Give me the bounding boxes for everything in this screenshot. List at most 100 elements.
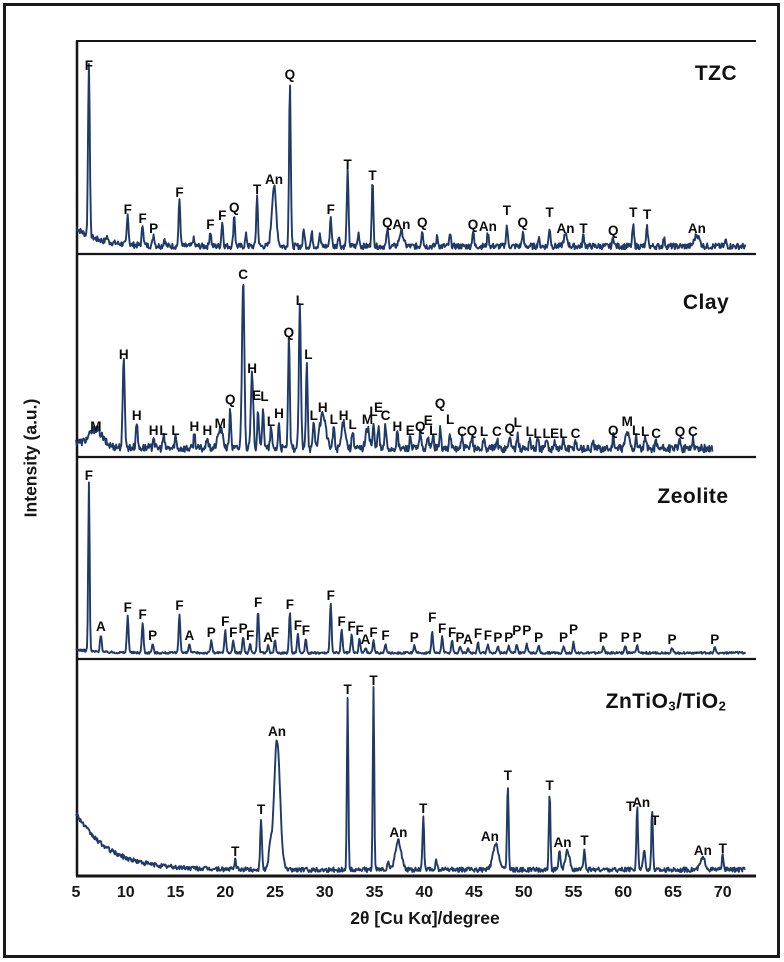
peak-label: E <box>423 412 433 428</box>
peak-label: F <box>229 624 238 640</box>
peak-label: T <box>343 682 352 698</box>
peak-label: E <box>550 426 560 442</box>
peak-label: T <box>502 203 511 219</box>
peak-label: T <box>368 168 377 184</box>
peak-label: E <box>373 399 383 415</box>
peak-label: T <box>343 157 352 173</box>
peak-label: F <box>285 596 295 612</box>
peak-label: P <box>710 631 720 647</box>
peak-label: F <box>473 626 483 642</box>
x-axis-label: 2θ [Cu Kα]/degree <box>350 908 500 928</box>
peak-label: T <box>545 777 554 793</box>
peak-label: An <box>480 829 499 845</box>
peak-label: L <box>266 413 276 429</box>
peak-label: L <box>159 422 168 438</box>
peak-label: A <box>463 631 473 647</box>
peak-label: T <box>503 768 512 784</box>
peak-label: L <box>632 422 641 438</box>
peak-label: E <box>405 422 415 438</box>
peak-label: C <box>570 426 581 442</box>
peak-label: A <box>184 628 195 644</box>
peak-label: F <box>84 468 94 484</box>
peak-label: Q <box>608 222 619 238</box>
peak-label: P <box>620 629 630 645</box>
peak-label: T <box>256 802 266 818</box>
peak-label: T <box>231 844 240 860</box>
peak-label: T <box>579 220 588 236</box>
peak-label: Q <box>504 420 516 436</box>
panel-title-clay: Clay <box>683 291 729 315</box>
peak-label: F <box>175 185 184 201</box>
peak-label: L <box>304 346 313 362</box>
peak-label: An <box>392 217 411 233</box>
x-tick-label: 5 <box>71 884 81 901</box>
peak-label: Q <box>674 424 686 440</box>
peak-label: P <box>206 624 216 640</box>
panel-title-zeolite: Zeolite <box>657 485 728 509</box>
peak-label: P <box>493 629 503 645</box>
peak-label: L <box>513 414 522 430</box>
peak-label: Q <box>466 422 478 438</box>
y-axis-label: Intensity (a.u.) <box>20 398 41 518</box>
peak-label: P <box>522 623 532 639</box>
peak-label: L <box>369 403 378 419</box>
peak-label: L <box>295 293 304 309</box>
peak-label: H <box>202 422 213 438</box>
peak-label: Q <box>224 392 236 408</box>
peak-label: F <box>218 207 227 223</box>
peak-label: Q <box>283 325 295 341</box>
peak-label: H <box>392 419 403 435</box>
peak-label: Q <box>517 214 529 230</box>
peak-label: F <box>355 622 364 638</box>
peak-label: F <box>206 217 215 233</box>
title-text: TZC <box>694 62 738 85</box>
peak-label: F <box>253 594 263 610</box>
peak-label: L <box>479 424 489 440</box>
peak-label: L <box>542 426 551 442</box>
peak-label: F <box>123 202 132 218</box>
peak-label: An <box>553 834 572 850</box>
peak-label: A <box>360 631 371 647</box>
peak-label: F <box>84 58 94 74</box>
peak-label: F <box>221 614 230 630</box>
peak-label: Q <box>284 67 296 83</box>
panel-title-zntio3-tio2: ZnTiO3/TiO2 <box>606 690 727 714</box>
peak-label: P <box>632 629 642 645</box>
peak-label: C <box>380 407 391 423</box>
peak-label: An <box>267 724 286 740</box>
x-tick-label: 50 <box>514 884 533 901</box>
peak-label: An <box>389 825 408 841</box>
peak-label: Q <box>382 215 393 231</box>
peak-label: F <box>138 211 147 227</box>
peak-label: Q <box>228 200 240 216</box>
x-tick-label: 45 <box>465 884 483 901</box>
peak-label: P <box>504 629 514 645</box>
peak-label: M <box>361 411 374 427</box>
trace-clay <box>75 283 714 454</box>
peak-label: An <box>478 218 497 234</box>
peak-label: L <box>309 408 318 424</box>
peak-label: T <box>252 181 262 197</box>
peak-label: C <box>238 266 249 282</box>
peak-label: L <box>348 417 357 433</box>
title-text: /TiO <box>676 690 719 713</box>
peak-label: F <box>326 202 335 218</box>
peak-label: P <box>455 629 465 645</box>
peak-label: T <box>369 672 378 688</box>
peak-label: H <box>317 399 328 415</box>
peak-label: P <box>598 629 608 645</box>
peak-label: L <box>171 422 180 438</box>
peak-label: L <box>429 422 438 438</box>
panel-title-tzc: TZC <box>695 62 737 86</box>
peak-label: P <box>534 629 544 645</box>
peak-label: H <box>274 406 284 422</box>
peak-label: Q <box>416 215 428 231</box>
peak-label: L <box>559 426 568 442</box>
peak-label: F <box>123 600 132 616</box>
peak-label: F <box>381 628 390 644</box>
peak-label: Q <box>608 422 619 438</box>
peak-label: C <box>651 426 661 442</box>
peak-label: L <box>525 424 534 440</box>
peak-label: L <box>533 426 542 442</box>
peak-label: T <box>629 205 638 221</box>
